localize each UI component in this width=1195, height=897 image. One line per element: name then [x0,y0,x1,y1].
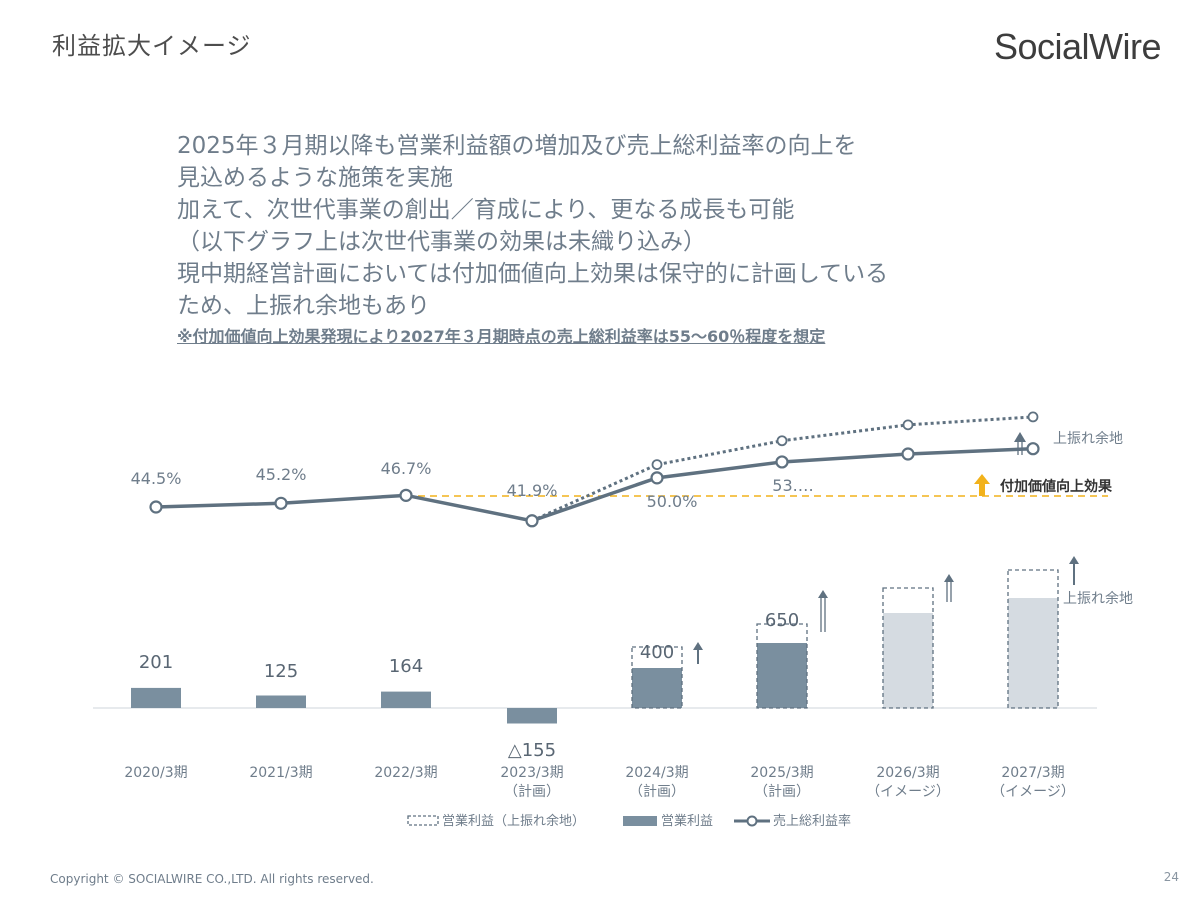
operating-profit-bar [883,613,933,708]
gross-margin-line [155,446,1034,523]
summary-line: （以下グラフ上は次世代事業の効果は未織り込み） [177,229,706,255]
gross-margin-label: 41.9% [507,481,558,500]
gross-margin-label: 53.… [772,476,813,495]
summary-line: 見込めるような施策を実施 [177,165,453,191]
upside-bar-outline [882,587,934,709]
category-label: （計画） [754,784,810,800]
upside-arrow-icon [693,642,703,664]
line-layer [149,411,1040,528]
page-title: 利益拡大イメージ [52,32,252,60]
operating-profit-bar [131,687,181,708]
gross-margin-point [399,488,413,502]
upside-arrow-icon [944,574,954,602]
operating-profit-label: 164 [389,656,423,677]
legend-label: 売上総利益率 [773,813,851,829]
gross-margin-upside-point [1027,411,1039,423]
operating-profit-bar [507,708,557,724]
summary-line: 2025年３月期以降も営業利益額の増加及び売上総利益率の向上を [177,133,857,159]
gross-margin-label: 50.0% [647,492,698,511]
gross-margin-label: 44.5% [131,469,182,488]
assumption-note: ※付加価値向上効果発現により2027年３月期時点の売上総利益率は55～60％程度… [177,327,826,346]
summary-line: 現中期経営計画においては付加価値向上効果は保守的に計画している [177,261,889,287]
bar-upside-label: 上振れ余地 [1063,590,1133,607]
value-add-label: 付加価値向上効果 [1000,478,1113,495]
gross-margin-point [901,447,915,461]
gross-margin-label: 45.2% [256,465,307,484]
gross-margin-point [775,455,789,469]
upside-bar-outline [631,646,683,709]
legend-swatch-marker [746,815,758,827]
gross-margin-point [525,514,539,528]
operating-profit-label: 400 [640,642,674,663]
gross-margin-upside-point [902,419,914,431]
category-label: （計画） [504,784,560,800]
category-label: 2025/3期 [750,765,813,781]
bar-layer [93,556,1097,724]
legend-swatch-bar [623,816,657,826]
category-label: 2023/3期 [500,765,563,781]
operating-profit-bar [632,668,682,708]
gross-margin-upside-line [531,415,1034,523]
category-label: （イメージ） [991,784,1075,800]
line-upside-arrow-icon [1014,432,1026,455]
legend-label: 営業利益（上振れ余地） [442,813,585,829]
legend-swatch-upside [407,815,439,826]
company-logo: SocialWire [993,26,1162,67]
operating-profit-bar [757,643,807,708]
category-label: 2022/3期 [374,765,437,781]
upside-bar-outline [1007,569,1059,709]
operating-profit-label: 201 [139,652,173,673]
gross-margin-label: 46.7% [381,459,432,478]
gross-margin-point [650,471,664,485]
gross-margin-point [1026,442,1040,456]
operating-profit-label: 125 [264,661,298,682]
operating-profit-bar [381,691,431,708]
category-label: 2024/3期 [625,765,688,781]
value-add-arrow-icon [974,474,990,496]
gross-margin-upside-point [651,459,663,471]
gross-margin-point [149,500,163,514]
category-label: 2021/3期 [249,765,312,781]
copyright: Copyright © SOCIALWIRE CO.,LTD. All righ… [50,872,374,886]
category-label: 2020/3期 [124,765,187,781]
summary-line: 加えて、次世代事業の創出／育成により、更なる成長も可能 [177,197,795,223]
summary-line: ため、上振れ余地もあり [177,293,430,319]
legend-label: 営業利益 [661,813,713,829]
page-number: 24 [1163,870,1179,884]
category-label: 2026/3期 [876,765,939,781]
gross-margin-point [274,496,288,510]
operating-profit-bar [1008,598,1058,708]
operating-profit-label: △155 [508,740,556,761]
operating-profit-label: 650 [765,610,799,631]
summary-text: 2025年３月期以降も営業利益額の増加及び売上総利益率の向上を 見込めるような施… [177,130,888,322]
line-upside-label: 上振れ余地 [1053,430,1123,447]
operating-profit-bar [256,695,306,708]
upside-arrow-icon [818,590,828,632]
upside-bar-outline [756,623,808,709]
legend-layer: 営業利益（上振れ余地） 営業利益 売上総利益率 [407,813,851,829]
gross-margin-upside-point [776,435,788,447]
category-label: （計画） [629,784,685,800]
upside-arrow-icon [1069,556,1079,585]
category-label: （イメージ） [866,784,950,800]
label-layer: 44.5% 45.2% 46.7% 41.9% 50.0% 53.… 201 125 164 △1… [124,430,1133,800]
category-label: 2027/3期 [1001,765,1064,781]
